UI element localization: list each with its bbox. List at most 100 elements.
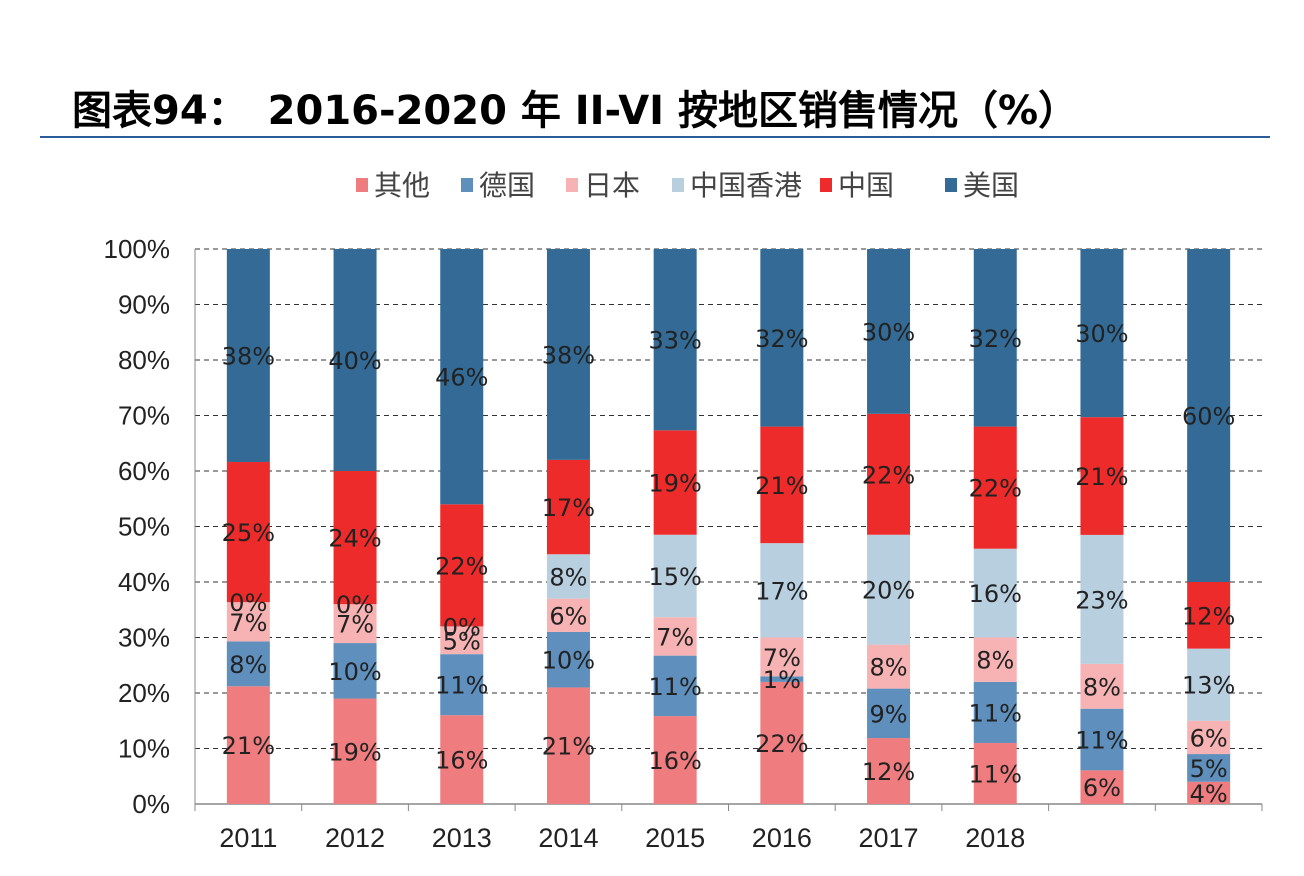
y-tick-label: 10%: [118, 734, 170, 764]
x-tick-label: 2012: [325, 823, 385, 853]
bar-segment: [760, 637, 804, 677]
bar-segment: [440, 504, 484, 627]
data-label: 17%: [542, 494, 595, 522]
x-tick-label: 2016: [752, 823, 812, 853]
bar-segment: [653, 617, 697, 656]
bar-segment: [1080, 663, 1124, 709]
bar-segment: [973, 742, 1017, 804]
legend-swatch: [820, 178, 832, 192]
data-label: 19%: [648, 470, 701, 498]
data-label: 30%: [1075, 320, 1128, 348]
bar-segment: [973, 249, 1017, 427]
bar-segment: [1080, 417, 1124, 535]
bar-segment: [1187, 781, 1231, 804]
bar-segment: [760, 426, 804, 544]
bar-segment: [760, 676, 804, 682]
x-tick-label: 2011: [219, 823, 277, 853]
bar-segment: [546, 249, 590, 460]
legend-label: 中国香港: [690, 169, 802, 202]
y-tick-label: 80%: [118, 345, 170, 375]
bar-segment: [440, 715, 484, 804]
y-tick-label: 90%: [118, 290, 170, 320]
chart-gridlines: [195, 248, 1262, 749]
watermark: 头条 @ 电子发烧友 mob.eet-china.com: [1035, 813, 1304, 841]
data-label: 21%: [222, 732, 275, 760]
bar-segment: [973, 681, 1017, 743]
bar-segment: [653, 716, 697, 804]
legend-swatch: [672, 178, 684, 192]
data-label: 10%: [542, 647, 595, 675]
bar-segment: [546, 554, 590, 599]
data-label: 16%: [648, 747, 701, 775]
bar-segment: [333, 604, 377, 644]
legend-label: 德国: [479, 169, 535, 202]
x-axis: 2011 2012 2013 2014 2015 2016 2017 2018: [219, 823, 1025, 853]
legend-swatch: [356, 178, 368, 192]
bar-segment: [867, 688, 911, 739]
data-label: 6%: [1083, 774, 1121, 802]
data-label: 21%: [755, 472, 808, 500]
bar-segment: [1080, 770, 1124, 804]
data-label: 1%: [763, 666, 801, 694]
bar-segment: [760, 543, 804, 638]
bar-segment: [973, 426, 1017, 549]
title-divider: [40, 136, 1270, 138]
bar-segment: [973, 548, 1017, 638]
data-label: 5%: [1190, 755, 1228, 783]
data-label: 22%: [755, 730, 808, 758]
x-tick-label: 2013: [432, 823, 492, 853]
legend-swatch: [566, 178, 578, 192]
data-label: 19%: [328, 738, 381, 766]
bar-segment: [226, 462, 270, 603]
data-label: 25%: [222, 519, 275, 547]
bar-segment: [440, 654, 484, 716]
data-label: 8%: [976, 647, 1014, 675]
bar-segment: [226, 249, 270, 463]
bar-segment: [867, 738, 911, 804]
data-label: 12%: [1182, 602, 1235, 630]
legend-swatch: [461, 178, 473, 192]
bar-segment: [653, 430, 697, 535]
legend-label: 中国: [838, 169, 894, 202]
data-label: 5%: [443, 627, 481, 655]
data-label: 24%: [328, 525, 381, 553]
chart-data-labels: 21%8%7%0%25%38%19%10%7%0%24%40%16%11%5%0…: [222, 318, 1236, 807]
data-label: 38%: [542, 341, 595, 369]
data-label: 8%: [229, 651, 267, 679]
bar-segment: [760, 681, 804, 804]
page-title: 图表94： 2016-2020 年 II-VI 按地区销售情况（%）: [72, 88, 1079, 134]
y-tick-label: 0%: [132, 789, 170, 819]
chart-legend: 其他 德国 日本 中国香港 中国 美国: [356, 169, 1019, 202]
bar-segment: [226, 686, 270, 804]
data-label: 17%: [755, 577, 808, 605]
data-label: 40%: [328, 347, 381, 375]
data-label: 22%: [862, 461, 915, 489]
legend-label: 其他: [374, 169, 430, 202]
x-tick-label: 2014: [538, 823, 598, 853]
data-label: 21%: [542, 733, 595, 761]
data-label: 8%: [870, 654, 908, 682]
bar-segment: [1187, 582, 1231, 649]
bar-segment: [1080, 534, 1124, 664]
bar-segment: [1187, 720, 1231, 755]
y-tick-label: 50%: [118, 512, 170, 542]
data-label: 9%: [870, 700, 908, 728]
x-tick-label: 2017: [859, 823, 919, 853]
data-label: 7%: [336, 611, 374, 639]
data-label: 10%: [328, 658, 381, 686]
data-label: 11%: [969, 760, 1022, 788]
x-tick-label: 2018: [965, 823, 1025, 853]
bar-segment: [653, 249, 697, 431]
bar-segment: [1187, 754, 1231, 782]
watermark-text: 头条 @ 电子发烧友 mob.eet-china.com: [1035, 813, 1304, 841]
bar-segment: [333, 471, 377, 605]
data-label: 60%: [1182, 403, 1235, 431]
bar-segment: [226, 602, 270, 642]
bar-segment: [973, 637, 1017, 682]
bar-segment: [440, 626, 484, 655]
data-label: 13%: [1182, 672, 1235, 700]
data-label: 46%: [435, 364, 488, 392]
legend-label: 日本: [584, 169, 640, 202]
data-label: 12%: [862, 758, 915, 786]
